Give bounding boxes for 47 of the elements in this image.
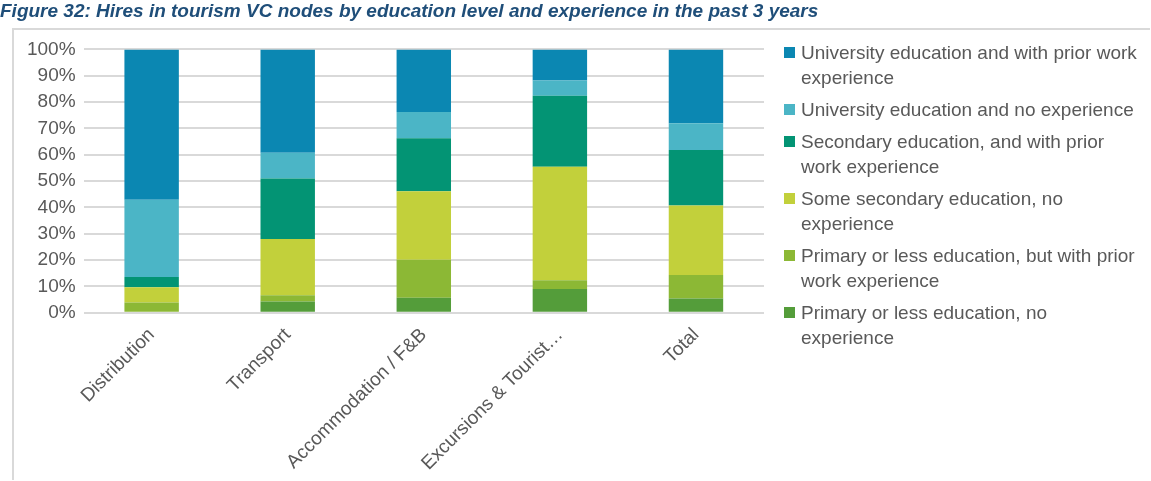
- bar: [668, 49, 724, 124]
- y-tick-label: 80%: [37, 90, 76, 112]
- chart-title: Figure 32: Hires in tourism VC nodes by education level and experience in the past 3 years: [0, 0, 819, 22]
- bar: [260, 295, 315, 302]
- bar: [668, 298, 724, 312]
- legend-label: Primary or less education, but with prior work experience: [801, 244, 1136, 293]
- bar: [396, 259, 452, 298]
- bar: [124, 302, 179, 312]
- bar: [532, 289, 588, 312]
- y-tick-label: 0%: [48, 300, 76, 322]
- bar: [396, 112, 452, 139]
- y-tick-label: 90%: [37, 63, 76, 85]
- y-tick-label: 100%: [26, 37, 76, 59]
- bar: [260, 152, 315, 179]
- legend-label: University education and with prior work experience: [801, 41, 1138, 90]
- bar: [260, 301, 315, 312]
- legend-label: University education and no experience: [801, 98, 1134, 122]
- legend-label: Secondary education, and with prior work experience: [801, 130, 1106, 179]
- bar: [668, 123, 724, 150]
- bar: [668, 275, 724, 299]
- y-tick-label: 10%: [37, 274, 76, 296]
- y-tick-label: 20%: [37, 248, 76, 270]
- bar: [396, 297, 452, 312]
- bar: [532, 280, 588, 290]
- bar: [260, 49, 315, 153]
- bar: [396, 191, 452, 260]
- bar: [668, 150, 724, 206]
- bar: [124, 276, 179, 288]
- bar: [532, 49, 588, 81]
- bar: [532, 80, 588, 96]
- bar: [668, 205, 724, 276]
- bar: [532, 166, 588, 281]
- bar: [396, 138, 452, 192]
- y-tick-label: 30%: [37, 221, 76, 243]
- legend-label: Primary or less education, no experience: [801, 301, 1049, 350]
- y-tick-label: 40%: [37, 195, 76, 217]
- bar: [532, 95, 588, 167]
- y-tick-label: 70%: [37, 116, 76, 138]
- y-tick-label: 60%: [37, 142, 76, 164]
- legend-label: Some secondary education, no experience: [801, 187, 1064, 236]
- y-tick-label: 50%: [37, 169, 76, 191]
- bar: [124, 49, 179, 200]
- bar: [396, 49, 452, 113]
- bar: [124, 199, 179, 277]
- bar: [260, 178, 315, 240]
- bar: [124, 287, 179, 303]
- bar: [260, 239, 315, 296]
